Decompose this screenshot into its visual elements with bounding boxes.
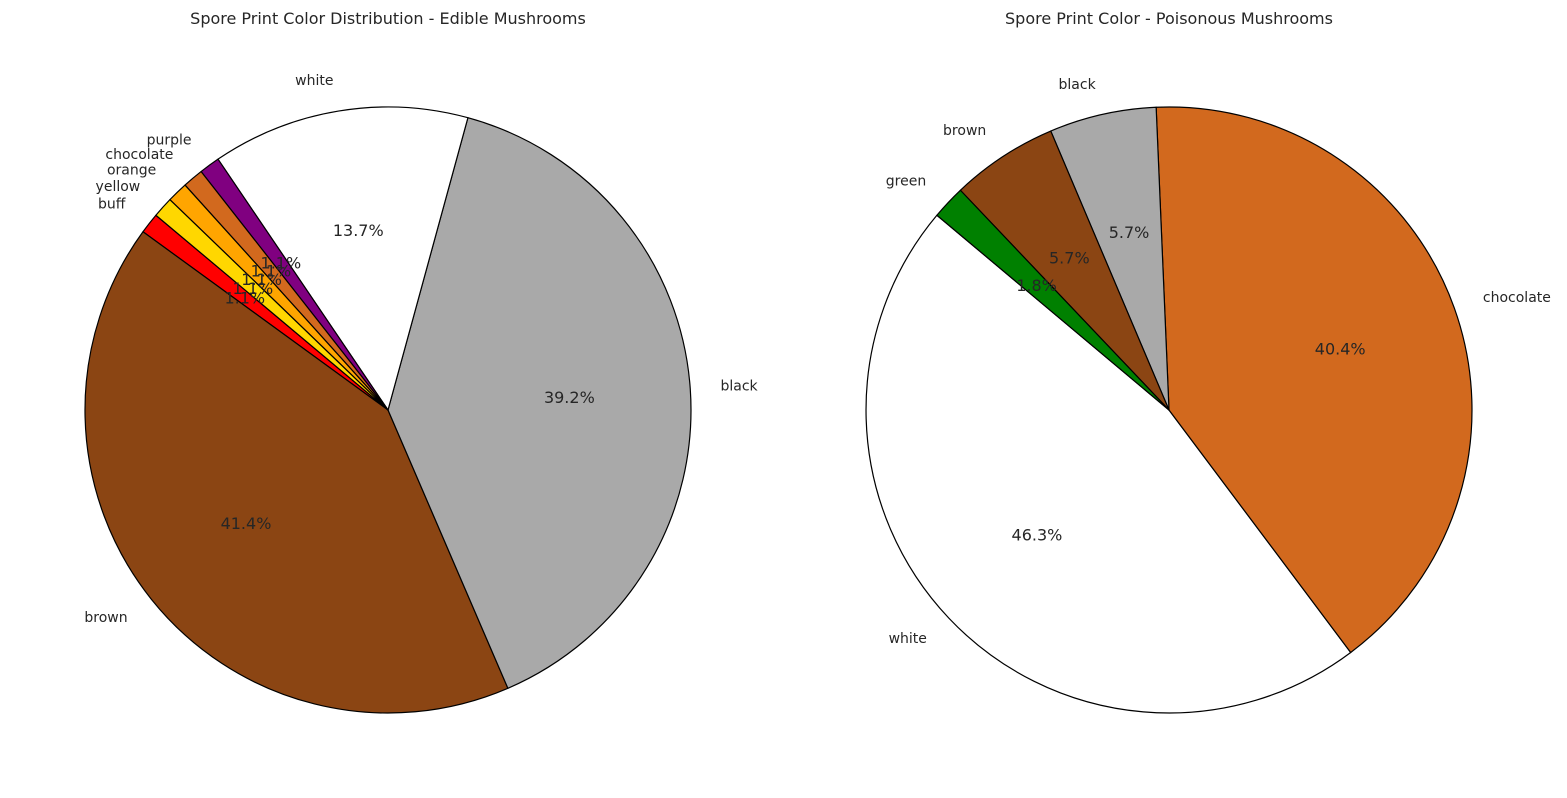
edible-pct-white: 13.7%: [333, 221, 384, 240]
poisonous-label-black: black: [1059, 77, 1097, 93]
edible-slice-yellow: [155, 199, 389, 411]
edible-label-black: black: [720, 379, 758, 395]
edible-label-yellow: yellow: [96, 179, 141, 195]
edible-slice-black: [387, 117, 692, 689]
edible-chart-title: Spore Print Color Distribution - Edible …: [190, 9, 586, 28]
poisonous-pct-chocolate: 40.4%: [1315, 339, 1366, 358]
poisonous-pct-brown: 5.7%: [1049, 248, 1090, 267]
poisonous-label-chocolate: chocolate: [1483, 290, 1551, 306]
poisonous-pct-green: 1.8%: [1016, 276, 1057, 295]
poisonous-pct-white: 46.3%: [1012, 525, 1063, 544]
poisonous-slice-white: [865, 214, 1352, 714]
poisonous-slice-green: [936, 189, 1170, 411]
edible-pct-chocolate: 1.1%: [251, 261, 292, 280]
edible-pct-buff: 1.1%: [224, 289, 265, 308]
edible-slice-brown: [84, 231, 509, 714]
poisonous-label-brown: brown: [943, 123, 986, 139]
poisonous-label-white: white: [889, 631, 927, 647]
edible-pct-black: 39.2%: [544, 388, 595, 407]
edible-pct-purple: 1.1%: [261, 254, 302, 273]
edible-label-chocolate: chocolate: [105, 147, 173, 163]
edible-slice-white: [217, 106, 469, 411]
poisonous-pct-black: 5.7%: [1109, 223, 1150, 242]
poisonous-slice-chocolate: [1155, 106, 1473, 654]
poisonous-pie-chart: Spore Print Color - Poisonous Mushrooms …: [865, 9, 1551, 714]
edible-pct-yellow: 1.1%: [233, 279, 274, 298]
edible-label-buff: buff: [98, 197, 126, 213]
poisonous-label-green: green: [886, 174, 926, 190]
edible-label-purple: purple: [147, 133, 192, 149]
edible-label-white: white: [295, 73, 333, 89]
edible-pct-orange: 1.1%: [241, 270, 282, 289]
edible-pie-chart: Spore Print Color Distribution - Edible …: [84, 9, 759, 714]
edible-label-brown: brown: [84, 610, 127, 626]
edible-pct-brown: 41.4%: [221, 514, 272, 533]
edible-label-orange: orange: [107, 162, 156, 178]
poisonous-chart-title: Spore Print Color - Poisonous Mushrooms: [1005, 9, 1333, 28]
